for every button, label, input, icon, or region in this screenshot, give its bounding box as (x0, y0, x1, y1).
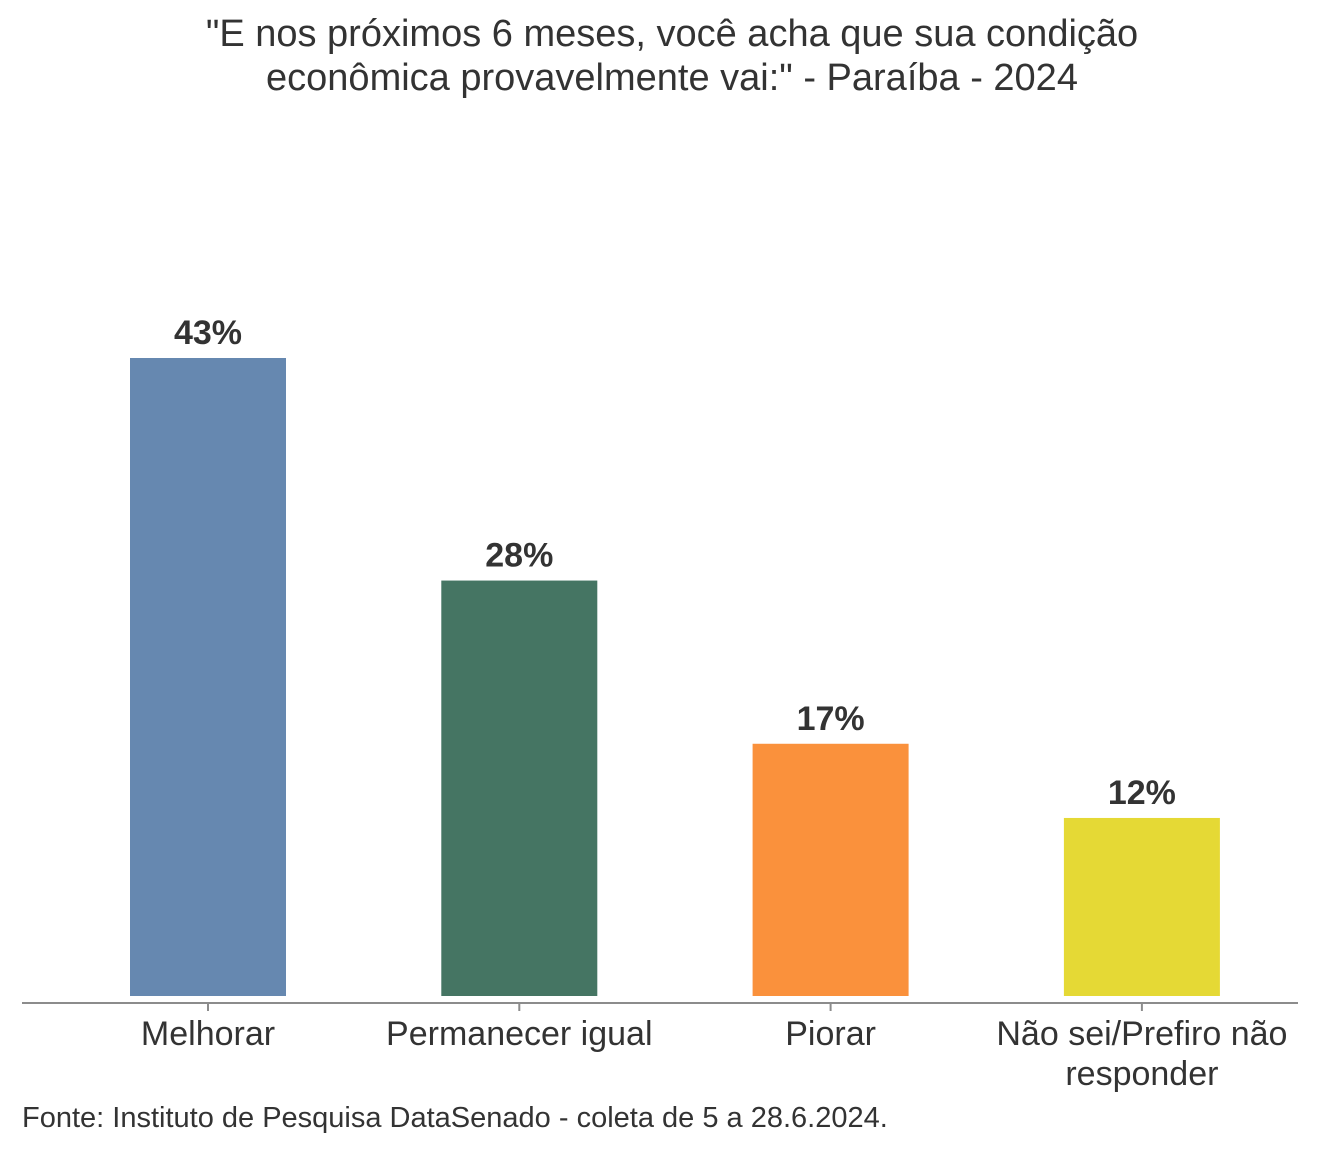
chart-title: "E nos próximos 6 meses, você acha que s… (0, 12, 1344, 100)
bar-value-label: 28% (485, 537, 553, 575)
bar-value-label: 43% (174, 314, 242, 352)
bar (1063, 817, 1220, 996)
bar-value-label: 12% (1108, 774, 1176, 812)
chart-title-line-2: econômica provavelmente vai:" - Paraíba … (266, 57, 1078, 99)
bar (441, 580, 598, 996)
x-axis-category-label: Melhorar (141, 1015, 275, 1053)
x-axis-category-label-line: Não sei/Prefiro não (996, 1015, 1287, 1053)
x-axis-category-label: Não sei/Prefiro não responder (996, 1015, 1287, 1093)
bar-value-label: 17% (797, 700, 865, 738)
bar (752, 743, 909, 996)
bar (130, 358, 286, 996)
x-axis-ticks (207, 1003, 1143, 1011)
x-axis-category-label-line: responder (1065, 1055, 1218, 1093)
x-axis-category-label-line: Permanecer igual (386, 1015, 652, 1053)
chart-title-line-1: "E nos próximos 6 meses, você acha que s… (205, 13, 1139, 55)
source-note: Fonte: Instituto de Pesquisa DataSenado … (22, 1102, 888, 1134)
x-axis-category-label-line: Melhorar (141, 1015, 275, 1053)
x-axis-category-label: Permanecer igual (386, 1015, 652, 1053)
x-axis-category-labels: Melhorar Permanecer igual Piorar Não sei/Pr… (141, 1015, 1288, 1093)
value-labels-group: 43% 28% 17% 12% (174, 314, 1176, 812)
bars-group (130, 358, 1220, 996)
x-axis-category-label-line: Piorar (785, 1015, 876, 1053)
x-axis-category-label: Piorar (785, 1015, 876, 1053)
